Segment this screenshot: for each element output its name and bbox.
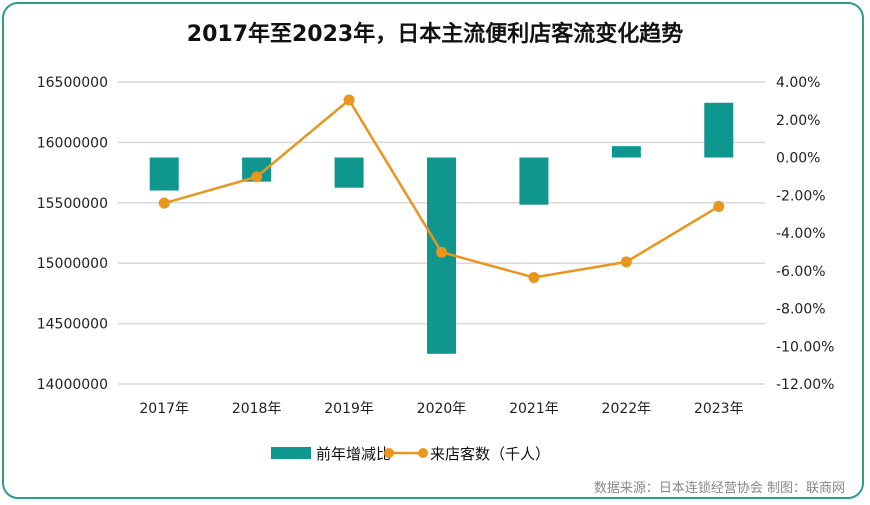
source-note: 数据来源：日本连锁经营协会 制图：联商网 xyxy=(594,480,845,496)
left-tick-label: 14000000 xyxy=(37,377,108,393)
x-tick-label: 2019年 xyxy=(324,401,374,417)
x-tick-label: 2021年 xyxy=(509,401,559,417)
x-tick-label: 2017年 xyxy=(139,401,189,417)
legend-bar-label: 前年增减比 xyxy=(316,445,391,463)
right-tick-label: -12.00% xyxy=(776,377,834,393)
right-tick-label: -8.00% xyxy=(776,302,826,318)
legend-bar-swatch xyxy=(271,447,311,459)
x-tick-label: 2020年 xyxy=(417,401,467,417)
left-tick-label: 16500000 xyxy=(37,75,108,91)
line-point-2022年 xyxy=(620,256,632,268)
right-tick-label: 0.00% xyxy=(776,151,820,167)
bar-2019年 xyxy=(334,157,364,188)
legend-line-marker xyxy=(384,448,394,458)
bar-2021年 xyxy=(519,157,549,205)
x-tick-label: 2018年 xyxy=(232,401,282,417)
right-tick-label: -10.00% xyxy=(776,339,834,355)
right-tick-label: -2.00% xyxy=(776,188,826,204)
line-point-2021年 xyxy=(528,271,540,283)
left-tick-label: 16000000 xyxy=(37,135,108,151)
bar-2017年 xyxy=(149,157,179,191)
legend-line-label: 来店客数（千人） xyxy=(430,445,550,463)
bar-2022年 xyxy=(611,146,641,158)
line-point-2018年 xyxy=(251,171,263,183)
line-point-2023年 xyxy=(713,200,725,212)
x-tick-label: 2022年 xyxy=(602,401,652,417)
right-tick-label: -4.00% xyxy=(776,226,826,242)
right-tick-label: -6.00% xyxy=(776,264,826,280)
chart-title: 2017年至2023年，日本主流便利店客流变化趋势 xyxy=(186,22,684,47)
bar-2023年 xyxy=(704,102,734,158)
x-tick-label: 2023年 xyxy=(694,401,744,417)
chart-frame xyxy=(2,2,864,499)
right-tick-label: 2.00% xyxy=(776,113,820,129)
right-tick-label: 4.00% xyxy=(776,75,820,91)
left-tick-label: 14500000 xyxy=(37,317,108,333)
line-point-2019年 xyxy=(343,94,355,106)
left-tick-label: 15500000 xyxy=(37,196,108,212)
left-tick-label: 15000000 xyxy=(37,256,108,272)
line-point-2020年 xyxy=(436,246,447,258)
line-point-2017年 xyxy=(158,197,170,209)
legend-line-marker xyxy=(418,448,428,458)
